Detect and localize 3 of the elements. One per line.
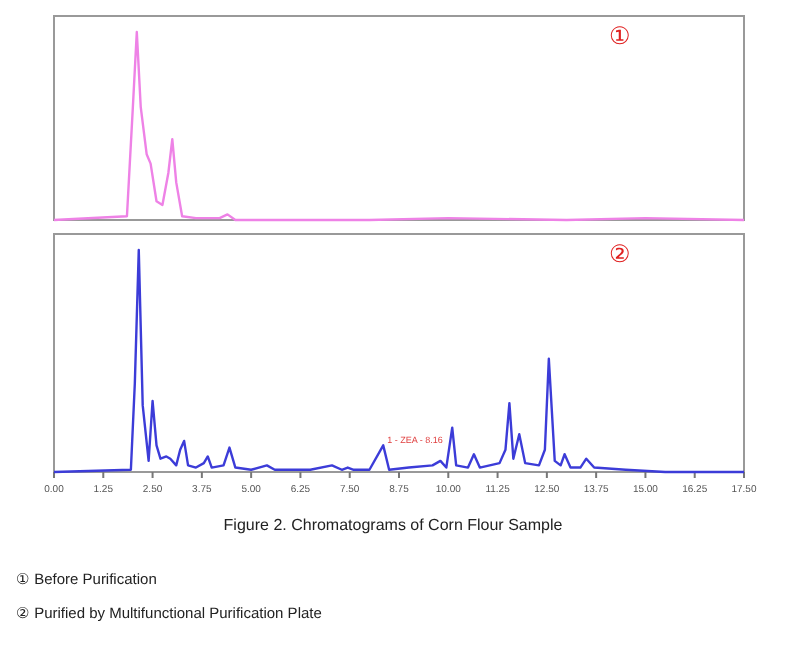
annotation: ①: [609, 22, 631, 50]
annotation: ②: [609, 240, 631, 268]
text: Figure 2. Chromatograms of Corn Flour Sample: [223, 516, 564, 534]
